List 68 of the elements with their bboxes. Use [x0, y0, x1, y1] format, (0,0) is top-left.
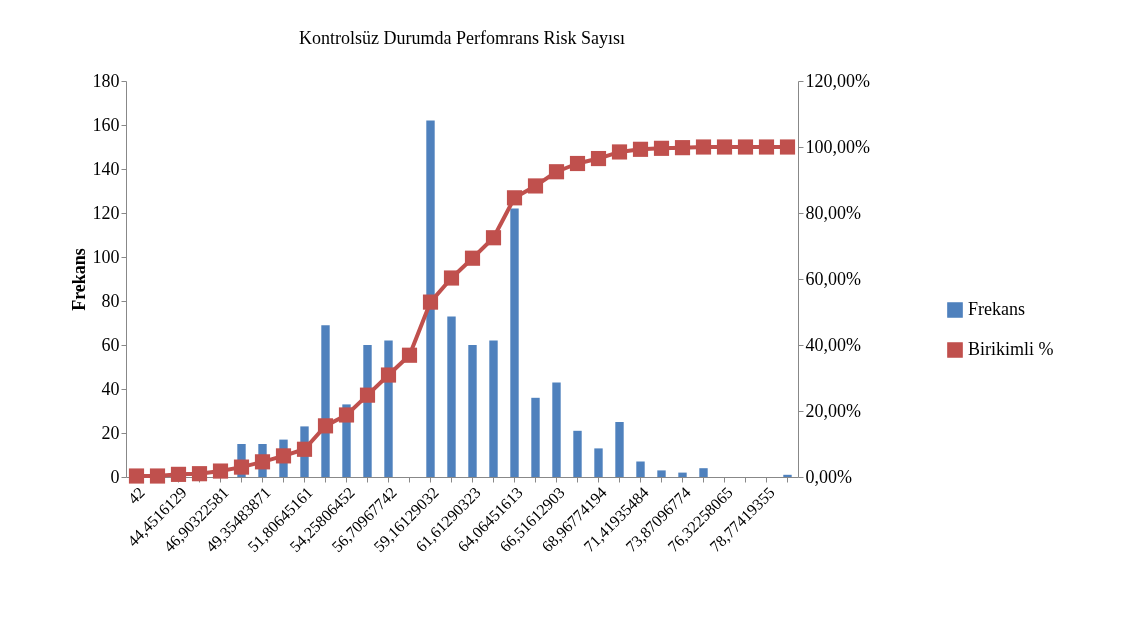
- point: [317, 418, 334, 434]
- bar: [636, 461, 645, 477]
- y-axis-title: Frekans: [68, 248, 89, 311]
- bar: [573, 430, 582, 477]
- bar: [657, 470, 666, 477]
- point: [611, 144, 628, 160]
- point: [548, 164, 565, 180]
- point: [338, 407, 355, 423]
- y-tick-label: 160: [92, 114, 120, 135]
- y2-tick-label: 60,00%: [805, 268, 861, 289]
- point: [128, 468, 145, 484]
- bar: [531, 397, 540, 477]
- point: [695, 139, 712, 155]
- point: [779, 139, 796, 155]
- point: [485, 230, 502, 246]
- y2-tick-label: 0,00%: [805, 466, 852, 487]
- legend-label: Frekans: [968, 299, 1025, 319]
- y2-tick-label: 40,00%: [805, 334, 861, 355]
- point: [464, 250, 481, 266]
- point: [674, 140, 691, 156]
- point: [149, 468, 166, 484]
- point: [443, 270, 460, 286]
- bar: [447, 316, 456, 477]
- point: [212, 463, 229, 479]
- point: [401, 347, 418, 363]
- point: [632, 141, 649, 157]
- y2-tick-label: 100,00%: [805, 136, 870, 157]
- y-tick-label: 40: [101, 378, 120, 399]
- point: [380, 367, 397, 383]
- y2-tick-label: 20,00%: [805, 400, 861, 421]
- y2-tick-label: 120,00%: [805, 70, 870, 91]
- y-tick-label: 80: [101, 290, 120, 311]
- y-tick-label: 120: [92, 202, 120, 223]
- bar: [552, 382, 561, 477]
- point: [191, 466, 208, 482]
- bar: [783, 474, 792, 477]
- bar: [510, 208, 519, 477]
- point: [422, 294, 439, 310]
- point: [716, 139, 733, 155]
- point: [527, 178, 544, 194]
- point: [254, 454, 271, 470]
- bar: [699, 468, 708, 477]
- bar: [426, 120, 435, 477]
- bar: [489, 340, 498, 477]
- point: [653, 140, 670, 156]
- bar: [678, 472, 687, 477]
- y-tick-label: 60: [101, 334, 120, 355]
- bar: [594, 448, 603, 477]
- y-tick-label: 20: [101, 422, 120, 443]
- y-tick-label: 0: [110, 466, 120, 487]
- legend-label: Birikimli %: [968, 339, 1054, 359]
- point: [275, 448, 292, 464]
- bar: [615, 422, 624, 477]
- point: [359, 387, 376, 403]
- bar: [468, 345, 477, 477]
- point: [590, 150, 607, 167]
- point: [758, 139, 775, 155]
- point: [737, 139, 754, 155]
- point: [296, 441, 313, 457]
- y2-tick-label: 80,00%: [805, 202, 861, 223]
- y-tick-label: 100: [92, 246, 120, 267]
- y-tick-label: 140: [92, 158, 120, 179]
- point: [233, 459, 250, 475]
- point: [506, 190, 523, 206]
- chart-title: Kontrolsüz Durumda Perfomrans Risk Sayısı: [299, 28, 625, 48]
- point: [170, 466, 187, 482]
- point: [569, 155, 586, 172]
- y-tick-label: 180: [92, 70, 120, 91]
